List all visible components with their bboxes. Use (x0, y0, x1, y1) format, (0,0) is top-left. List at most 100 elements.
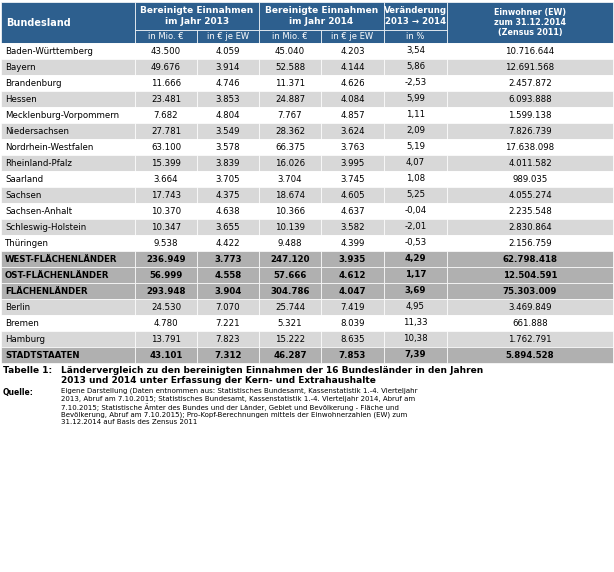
Text: 15.399: 15.399 (151, 158, 181, 168)
Text: Berlin: Berlin (5, 303, 30, 312)
Text: 304.786: 304.786 (270, 287, 309, 296)
Bar (135, 30, 197, 43)
Bar (321, 219, 384, 235)
Bar (321, 187, 384, 203)
Bar (197, 251, 259, 267)
Bar (384, 219, 447, 235)
Bar (197, 155, 259, 171)
Text: 8.635: 8.635 (340, 335, 365, 344)
Text: 28.362: 28.362 (275, 126, 305, 136)
Text: 12.504.591: 12.504.591 (503, 271, 558, 280)
Bar (384, 299, 447, 315)
Bar (197, 315, 259, 331)
Bar (321, 107, 384, 123)
Text: Mecklenburg-Vorpommern: Mecklenburg-Vorpommern (5, 110, 119, 120)
Text: 4.059: 4.059 (216, 46, 240, 55)
Bar (1, 75, 135, 91)
Bar (197, 347, 259, 363)
Bar (197, 267, 259, 283)
Bar (259, 123, 321, 139)
Bar (1, 43, 135, 59)
Text: 17.638.098: 17.638.098 (505, 142, 554, 152)
Bar (1, 235, 135, 251)
Text: Bereinigte Einnahmen
im Jahr 2013: Bereinigte Einnahmen im Jahr 2013 (141, 6, 254, 26)
Text: -0,04: -0,04 (405, 206, 427, 216)
Text: 16.026: 16.026 (275, 158, 305, 168)
Text: 3.549: 3.549 (216, 126, 240, 136)
Bar (259, 2, 384, 30)
Bar (447, 219, 613, 235)
Text: 4.558: 4.558 (214, 271, 242, 280)
Bar (135, 171, 197, 187)
Text: 7.826.739: 7.826.739 (508, 126, 552, 136)
Text: 5.894.528: 5.894.528 (506, 351, 554, 359)
Text: Nordrhein-Westfalen: Nordrhein-Westfalen (5, 142, 93, 152)
Bar (259, 107, 321, 123)
Text: Rheinland-Pfalz: Rheinland-Pfalz (5, 158, 72, 168)
Text: 4.605: 4.605 (340, 190, 365, 200)
Text: 3.664: 3.664 (154, 174, 178, 184)
Text: 4.399: 4.399 (340, 239, 365, 248)
Text: 15.222: 15.222 (275, 335, 305, 344)
Bar (135, 235, 197, 251)
Bar (259, 155, 321, 171)
Text: 4.746: 4.746 (216, 78, 240, 88)
Bar (321, 331, 384, 347)
Bar (1, 171, 135, 187)
Text: 4,29: 4,29 (405, 255, 426, 264)
Text: 2,09: 2,09 (406, 126, 425, 136)
Bar (1, 155, 135, 171)
Bar (135, 331, 197, 347)
Text: Ländervergleich zu den bereinigten Einnahmen der 16 Bundesländer in den Jahren
2: Ländervergleich zu den bereinigten Einna… (61, 366, 483, 386)
Text: Brandenburg: Brandenburg (5, 78, 61, 88)
Bar (447, 75, 613, 91)
Bar (1, 251, 135, 267)
Bar (197, 43, 259, 59)
Bar (197, 331, 259, 347)
Text: 3.853: 3.853 (216, 94, 240, 104)
Text: Saarland: Saarland (5, 174, 43, 184)
Bar (135, 315, 197, 331)
Text: Baden-Württemberg: Baden-Württemberg (5, 46, 93, 55)
Bar (384, 30, 447, 43)
Text: 4,95: 4,95 (406, 303, 425, 312)
Text: 66.375: 66.375 (275, 142, 305, 152)
Bar (135, 203, 197, 219)
Text: 11.371: 11.371 (275, 78, 305, 88)
Bar (135, 267, 197, 283)
Bar (197, 283, 259, 299)
Text: Bayern: Bayern (5, 62, 36, 72)
Bar (135, 59, 197, 75)
Text: 1.762.791: 1.762.791 (508, 335, 552, 344)
Bar (135, 219, 197, 235)
Text: 5,19: 5,19 (406, 142, 425, 152)
Text: 4.780: 4.780 (154, 319, 178, 328)
Bar (1, 299, 135, 315)
Text: 10.139: 10.139 (275, 223, 305, 232)
Text: 43.500: 43.500 (151, 46, 181, 55)
Text: 7.221: 7.221 (216, 319, 240, 328)
Text: 63.100: 63.100 (151, 142, 181, 152)
Bar (135, 123, 197, 139)
Bar (197, 107, 259, 123)
Bar (259, 331, 321, 347)
Bar (384, 235, 447, 251)
Text: 3.582: 3.582 (340, 223, 365, 232)
Text: 4.047: 4.047 (339, 287, 367, 296)
Bar (447, 331, 613, 347)
Text: Bundesland: Bundesland (6, 18, 71, 27)
Text: -2,01: -2,01 (405, 223, 427, 232)
Text: 2.156.759: 2.156.759 (508, 239, 552, 248)
Text: 7.682: 7.682 (154, 110, 178, 120)
Text: 10.347: 10.347 (151, 223, 181, 232)
Text: Bereinigte Einnahmen
im Jahr 2014: Bereinigte Einnahmen im Jahr 2014 (265, 6, 378, 26)
Bar (447, 171, 613, 187)
Bar (1, 123, 135, 139)
Bar (321, 43, 384, 59)
Text: Quelle:: Quelle: (3, 388, 34, 397)
Text: 4.422: 4.422 (216, 239, 240, 248)
Text: 5.321: 5.321 (278, 319, 302, 328)
Text: 7.070: 7.070 (216, 303, 240, 312)
Text: 9.538: 9.538 (154, 239, 178, 248)
Bar (135, 2, 259, 30)
